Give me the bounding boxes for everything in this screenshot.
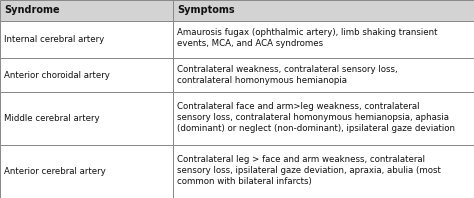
Bar bbox=[173, 21, 474, 58]
Text: Middle cerebral artery: Middle cerebral artery bbox=[4, 114, 100, 123]
Bar bbox=[173, 58, 474, 92]
Bar bbox=[173, 145, 474, 198]
Text: Symptoms: Symptoms bbox=[177, 5, 235, 15]
Text: Anterior choroidal artery: Anterior choroidal artery bbox=[4, 71, 110, 80]
Bar bbox=[0, 58, 173, 92]
Text: Syndrome: Syndrome bbox=[4, 5, 60, 15]
Bar bbox=[0, 21, 173, 58]
Text: Contralateral weakness, contralateral sensory loss,
contralateral homonymous hem: Contralateral weakness, contralateral se… bbox=[177, 65, 398, 85]
Bar bbox=[0, 92, 173, 145]
Text: Internal cerebral artery: Internal cerebral artery bbox=[4, 35, 104, 44]
Text: Contralateral face and arm>leg weakness, contralateral
sensory loss, contralater: Contralateral face and arm>leg weakness,… bbox=[177, 102, 455, 133]
Bar bbox=[173, 92, 474, 145]
Bar bbox=[0, 0, 173, 21]
Bar bbox=[0, 145, 173, 198]
Text: Anterior cerebral artery: Anterior cerebral artery bbox=[4, 167, 106, 176]
Bar bbox=[173, 0, 474, 21]
Text: Contralateral leg > face and arm weakness, contralateral
sensory loss, ipsilater: Contralateral leg > face and arm weaknes… bbox=[177, 155, 441, 186]
Text: Amaurosis fugax (ophthalmic artery), limb shaking transient
events, MCA, and ACA: Amaurosis fugax (ophthalmic artery), lim… bbox=[177, 28, 438, 48]
